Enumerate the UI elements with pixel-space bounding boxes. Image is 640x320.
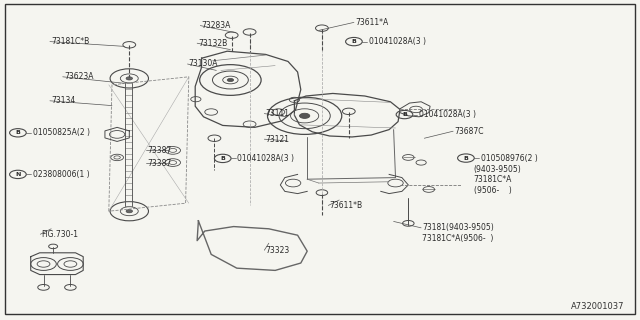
Text: B: B	[463, 156, 468, 161]
Text: (9506-    ): (9506- )	[474, 186, 511, 195]
Text: N: N	[15, 172, 20, 177]
Text: 73181C*A(9506-  ): 73181C*A(9506- )	[422, 234, 494, 243]
Circle shape	[126, 77, 132, 80]
Text: 01041028A(3 ): 01041028A(3 )	[237, 154, 294, 163]
Text: 73111: 73111	[266, 109, 289, 118]
Text: FIG.730-1: FIG.730-1	[42, 230, 79, 239]
Text: 73687C: 73687C	[454, 127, 484, 136]
Text: 73611*B: 73611*B	[330, 201, 363, 210]
Circle shape	[227, 78, 234, 82]
Text: 73181(9403-9505): 73181(9403-9505)	[422, 223, 494, 232]
Text: 01041028A(3 ): 01041028A(3 )	[419, 110, 476, 119]
Text: 023808006(1 ): 023808006(1 )	[33, 170, 89, 179]
Text: 73132B: 73132B	[198, 39, 228, 48]
Text: 73121: 73121	[266, 135, 289, 144]
Text: (9403-9505): (9403-9505)	[474, 165, 522, 174]
Text: 73130A: 73130A	[189, 60, 218, 68]
Text: 73283A: 73283A	[202, 21, 231, 30]
Circle shape	[300, 113, 310, 118]
Text: A732001037: A732001037	[570, 302, 624, 311]
Circle shape	[126, 210, 132, 213]
Text: 01041028A(3 ): 01041028A(3 )	[369, 37, 426, 46]
Text: B: B	[351, 39, 356, 44]
Text: 73323: 73323	[266, 246, 290, 255]
Text: 73611*A: 73611*A	[355, 18, 388, 27]
Text: 73181C*B: 73181C*B	[51, 37, 90, 46]
Text: B: B	[402, 112, 407, 117]
Text: 010508976(2 ): 010508976(2 )	[481, 154, 538, 163]
Text: 73387: 73387	[147, 146, 172, 155]
Text: 01050825A(2 ): 01050825A(2 )	[33, 128, 90, 137]
Text: 73134: 73134	[51, 96, 76, 105]
Text: B: B	[220, 156, 225, 161]
Text: B: B	[15, 130, 20, 135]
Text: 73623A: 73623A	[64, 72, 93, 81]
Text: 73387: 73387	[147, 159, 172, 168]
Text: 73181C*A: 73181C*A	[474, 175, 512, 184]
